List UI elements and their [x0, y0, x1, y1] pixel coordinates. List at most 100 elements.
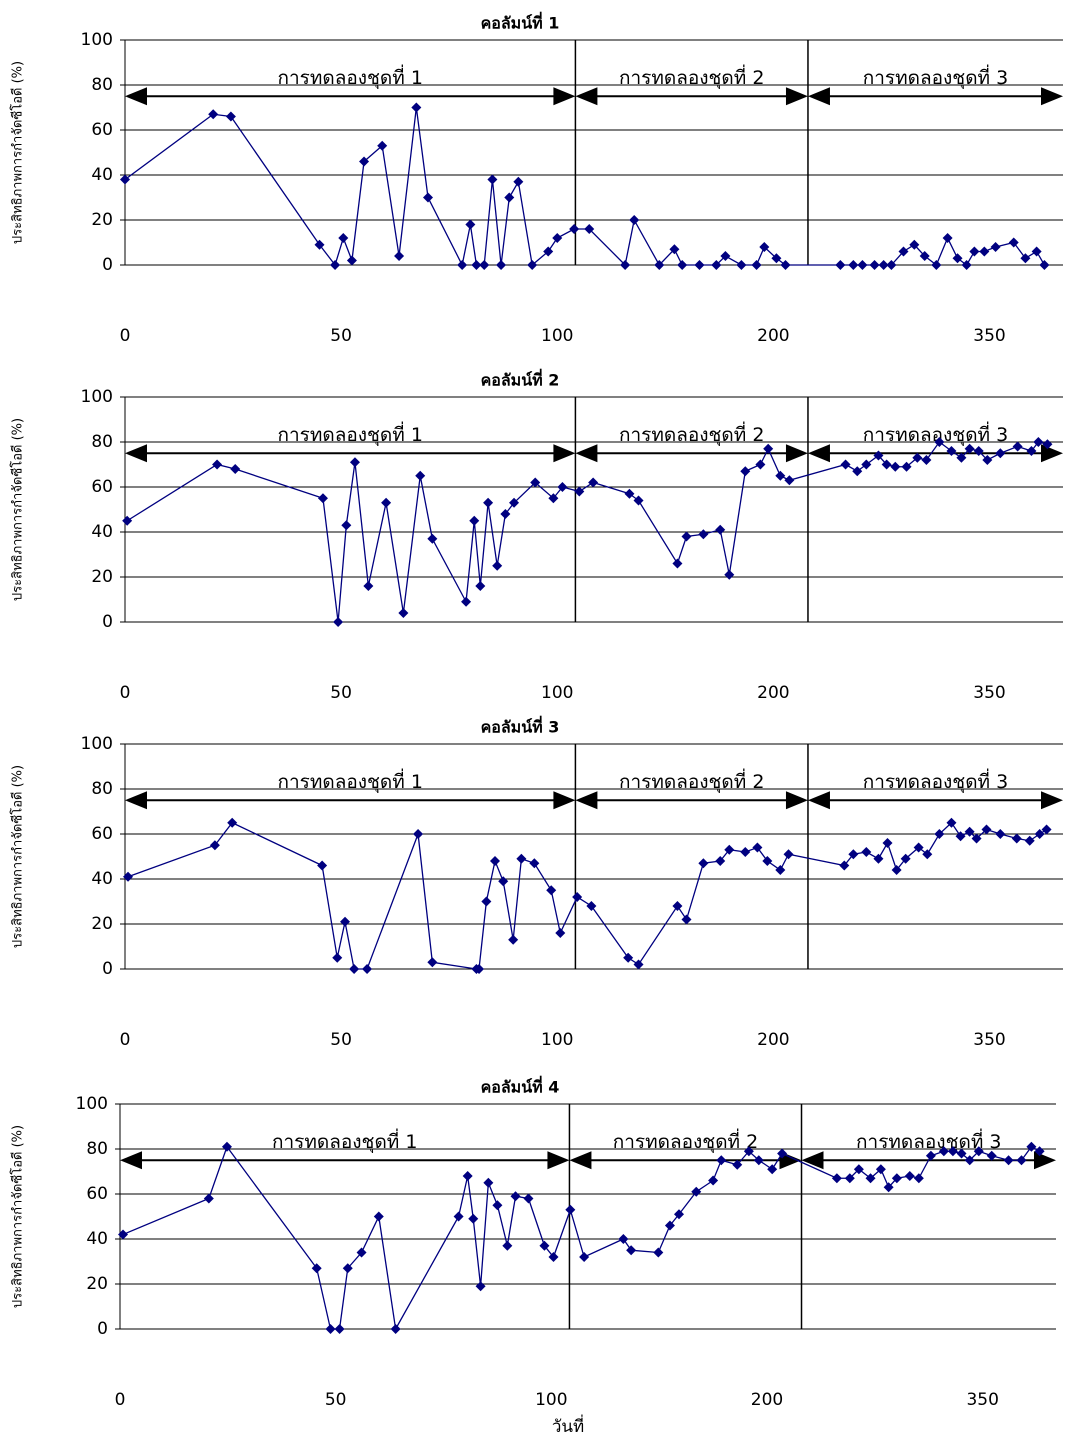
data-point: [476, 1281, 486, 1291]
data-point: [461, 597, 471, 607]
arrow-head: [1041, 87, 1063, 105]
data-point: [883, 838, 893, 848]
data-point: [411, 103, 421, 113]
data-point: [569, 224, 579, 234]
data-point: [394, 251, 404, 261]
data-point: [1012, 834, 1022, 844]
data-point: [230, 464, 240, 474]
y-tick-label: 0: [102, 255, 113, 275]
chart-title: คอลัมน์ที่ 1: [481, 12, 560, 33]
data-line: [125, 108, 1044, 266]
data-point: [724, 570, 734, 580]
x-tick-label: 350: [973, 683, 1005, 703]
x-tick-label: 50: [330, 1030, 352, 1050]
data-point: [890, 462, 900, 472]
arrow-head: [1034, 1151, 1056, 1169]
y-tick-label: 0: [97, 1319, 108, 1339]
arrow-head: [569, 1151, 591, 1169]
data-point: [391, 1324, 401, 1334]
data-point: [775, 471, 785, 481]
phase-label: การทดลองชุดที่ 1: [277, 64, 422, 90]
data-point: [362, 964, 372, 974]
x-axis-label: วันที่: [552, 1414, 584, 1436]
y-tick-label: 20: [86, 1274, 108, 1294]
arrow-head: [575, 444, 597, 462]
data-point: [457, 260, 467, 270]
data-point: [483, 1178, 493, 1188]
data-point: [953, 253, 963, 263]
data-point: [565, 1205, 575, 1215]
data-point: [752, 260, 762, 270]
arrow-head: [125, 791, 147, 809]
y-tick-label: 40: [91, 869, 113, 889]
y-axis-label: ประสิทธิภาพการกำจัดซีโอดี (%): [10, 418, 26, 601]
arrow-head: [786, 444, 808, 462]
data-point: [740, 847, 750, 857]
data-point: [634, 960, 644, 970]
phase-label: การทดลองชุดที่ 2: [619, 64, 764, 90]
data-point: [222, 1142, 232, 1152]
data-point: [523, 1194, 533, 1204]
data-point: [861, 460, 871, 470]
data-point: [634, 496, 644, 506]
arrow-head: [786, 87, 808, 105]
data-point: [921, 455, 931, 465]
data-point: [579, 1252, 589, 1262]
y-axis-label: ประสิทธิภาพการกำจัดซีโอดี (%): [10, 1125, 26, 1308]
y-tick-label: 40: [91, 522, 113, 542]
data-point: [588, 478, 598, 488]
x-tick-label: 100: [541, 1030, 573, 1050]
data-point: [995, 829, 1005, 839]
data-point: [715, 525, 725, 535]
data-point: [552, 233, 562, 243]
data-point: [677, 260, 687, 270]
y-tick-label: 80: [86, 1139, 108, 1159]
y-tick-label: 80: [91, 75, 113, 95]
data-line: [123, 1147, 1040, 1329]
data-point: [905, 1171, 915, 1181]
data-point: [208, 109, 218, 119]
arrow-head: [125, 444, 147, 462]
data-point: [755, 460, 765, 470]
arrow-head: [575, 87, 597, 105]
data-point: [629, 215, 639, 225]
data-point: [335, 1324, 345, 1334]
x-tick-label: 200: [751, 1390, 783, 1410]
y-tick-label: 100: [81, 387, 113, 407]
data-point: [546, 885, 556, 895]
data-point: [492, 1200, 502, 1210]
data-point: [962, 260, 972, 270]
data-point: [363, 581, 373, 591]
phase-label: การทดลองชุดที่ 1: [277, 421, 422, 447]
data-point: [483, 498, 493, 508]
y-tick-label: 0: [102, 959, 113, 979]
data-point: [381, 498, 391, 508]
data-point: [1026, 1142, 1036, 1152]
data-point: [969, 247, 979, 257]
data-point: [914, 1173, 924, 1183]
arrow-head: [120, 1151, 142, 1169]
data-point: [626, 1245, 636, 1255]
data-point: [956, 831, 966, 841]
y-tick-label: 20: [91, 567, 113, 587]
y-tick-label: 60: [91, 824, 113, 844]
data-point: [1016, 1155, 1026, 1165]
arrow-head: [553, 87, 575, 105]
data-point: [338, 233, 348, 243]
arrow-head: [575, 791, 597, 809]
data-point: [780, 260, 790, 270]
data-point: [340, 917, 350, 927]
data-point: [513, 177, 523, 187]
data-point: [415, 471, 425, 481]
data-point: [511, 1191, 521, 1201]
data-point: [487, 175, 497, 185]
data-point: [861, 847, 871, 857]
x-tick-label: 0: [120, 1030, 131, 1050]
x-tick-label: 350: [966, 1390, 998, 1410]
data-point: [349, 964, 359, 974]
y-tick-label: 40: [86, 1229, 108, 1249]
data-point: [490, 856, 500, 866]
x-tick-label: 100: [541, 683, 573, 703]
arrow-head: [547, 1151, 569, 1169]
data-point: [1025, 836, 1035, 846]
